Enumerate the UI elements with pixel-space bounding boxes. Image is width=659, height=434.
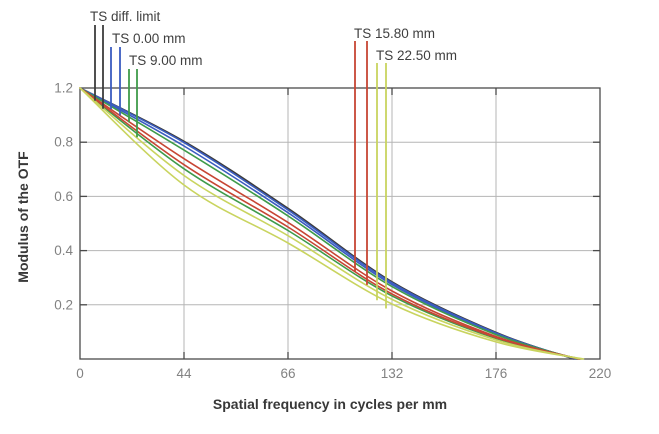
x-tick-label: 66 [280, 366, 295, 381]
curve-s-0-00-mm [79, 87, 578, 360]
y-tick-label: 0.4 [54, 243, 73, 258]
legend-label-ts-22-50-mm: TS 22.50 mm [376, 48, 458, 63]
legend-label-ts-9-00-mm: TS 9.00 mm [129, 53, 203, 68]
curve-t-15-80-mm [79, 87, 580, 360]
legend-label-ts-diff-limit: TS diff. limit [90, 9, 161, 24]
x-tick-label: 176 [485, 366, 508, 381]
legend-label-ts-15-80-mm: TS 15.80 mm [354, 26, 436, 41]
y-tick-label: 0.2 [54, 297, 73, 312]
y-axis-title: Modulus of the OTF [15, 151, 31, 283]
tick-marks [80, 88, 600, 359]
curve-t-9-00-mm [79, 87, 579, 360]
x-tick-label: 44 [176, 366, 192, 381]
curve-s-22-50-mm [79, 87, 585, 360]
x-tick-label: 220 [589, 366, 612, 381]
curve-s-15-80-mm [79, 87, 581, 360]
plot-border [79, 87, 601, 360]
curve-t-22-50-mm [79, 87, 582, 360]
gridlines [80, 88, 600, 359]
legend-callout-lines [94, 25, 387, 309]
y-tick-label: 0.8 [54, 135, 73, 150]
y-tick-label: 0.6 [54, 189, 73, 204]
mtf-curves [79, 87, 585, 360]
x-tick-label: 0 [76, 366, 84, 381]
plot-frame [79, 87, 601, 360]
legend-label-ts-0-00-mm: TS 0.00 mm [112, 31, 186, 46]
y-tick-label: 1.2 [54, 81, 73, 96]
x-axis-title: Spatial frequency in cycles per mm [212, 396, 448, 412]
x-tick-label: 132 [381, 366, 404, 381]
tick-labels: 0 44 66 132 176 220 1.2 0.8 0.6 0.4 0.2 [54, 81, 611, 382]
